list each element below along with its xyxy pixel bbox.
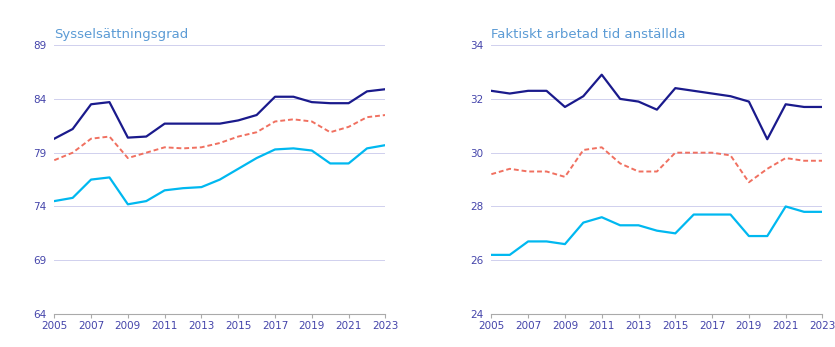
Text: Sysselsättningsgrad: Sysselsättningsgrad bbox=[54, 28, 189, 41]
Text: Faktiskt arbetad tid anställda: Faktiskt arbetad tid anställda bbox=[491, 28, 686, 41]
